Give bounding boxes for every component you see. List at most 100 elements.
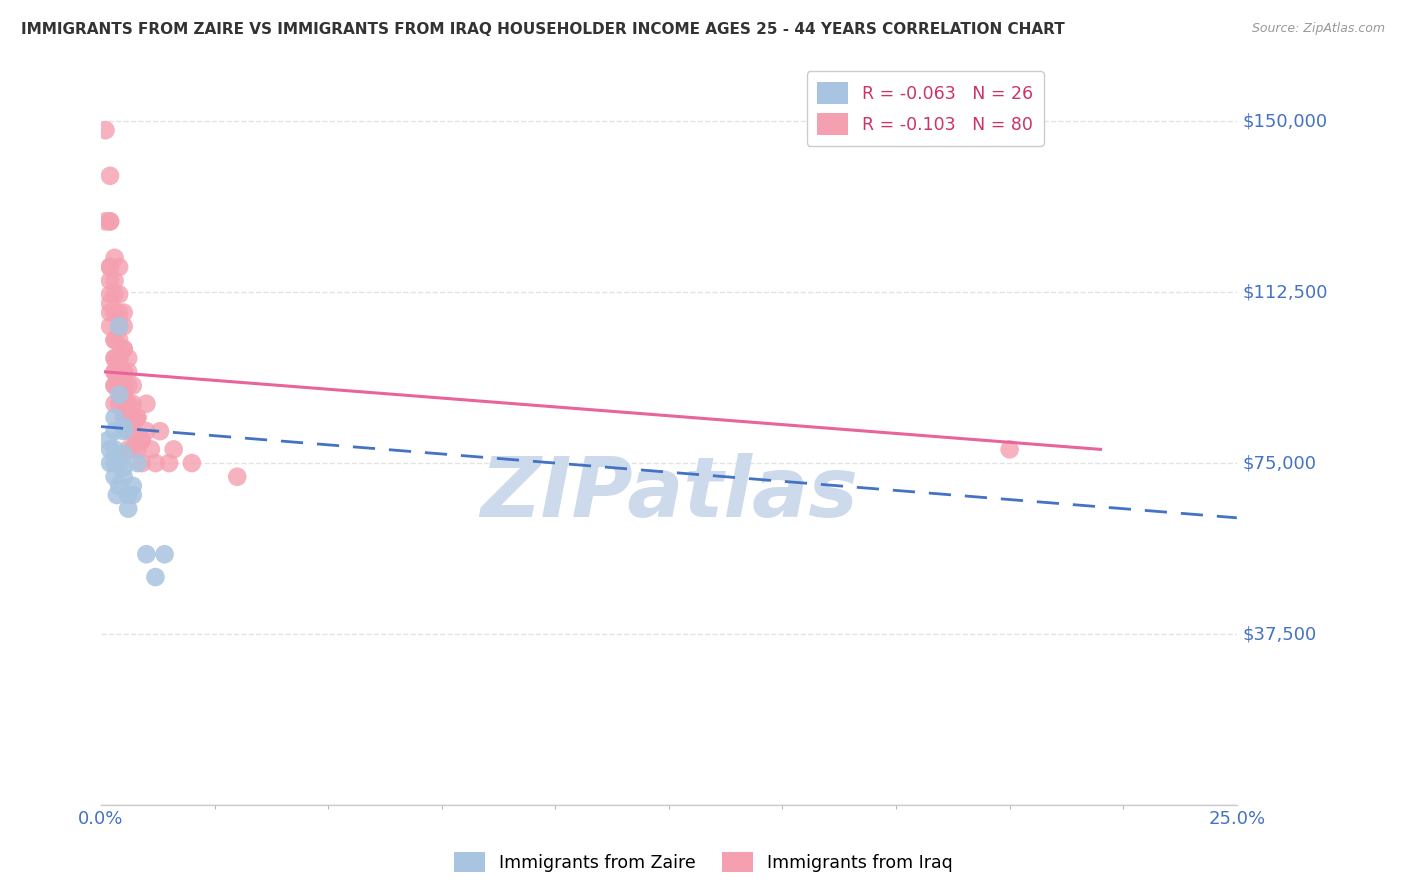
Point — [131, 434, 153, 448]
Point — [112, 378, 135, 392]
Point — [108, 365, 131, 379]
Point — [121, 410, 143, 425]
Point — [157, 456, 180, 470]
Point — [108, 365, 131, 379]
Point — [108, 333, 131, 347]
Point — [127, 410, 149, 425]
Point — [103, 456, 125, 470]
Point — [98, 319, 121, 334]
Text: ZIPatlas: ZIPatlas — [479, 453, 858, 534]
Point — [121, 378, 143, 392]
Point — [112, 387, 135, 401]
Point — [180, 456, 202, 470]
Point — [135, 397, 157, 411]
Point — [108, 387, 131, 401]
Point — [112, 469, 135, 483]
Point — [108, 260, 131, 274]
Point — [103, 410, 125, 425]
Point — [97, 434, 120, 448]
Point — [103, 274, 125, 288]
Point — [121, 442, 143, 457]
Point — [98, 442, 121, 457]
Point — [112, 410, 135, 425]
Point — [127, 442, 149, 457]
Text: $150,000: $150,000 — [1243, 112, 1327, 130]
Point — [153, 547, 176, 561]
Point — [117, 351, 139, 366]
Legend: R = -0.063   N = 26, R = -0.103   N = 80: R = -0.063 N = 26, R = -0.103 N = 80 — [807, 71, 1043, 145]
Point — [103, 469, 125, 483]
Text: $37,500: $37,500 — [1243, 625, 1316, 643]
Point — [98, 169, 121, 183]
Point — [112, 460, 135, 475]
Point — [98, 296, 121, 310]
Point — [108, 319, 131, 334]
Point — [108, 351, 131, 366]
Point — [103, 442, 125, 457]
Point — [163, 442, 186, 457]
Point — [121, 488, 143, 502]
Point — [103, 378, 125, 392]
Point — [98, 260, 121, 274]
Point — [121, 424, 143, 438]
Point — [117, 424, 139, 438]
Point — [127, 456, 149, 470]
Point — [117, 488, 139, 502]
Point — [98, 260, 121, 274]
Text: $75,000: $75,000 — [1243, 454, 1316, 472]
Point — [112, 397, 135, 411]
Point — [117, 410, 139, 425]
Point — [139, 442, 162, 457]
Point — [112, 424, 135, 438]
Point — [112, 365, 135, 379]
Text: $112,500: $112,500 — [1243, 283, 1327, 301]
Point — [108, 378, 131, 392]
Point — [108, 479, 131, 493]
Point — [108, 456, 131, 470]
Point — [117, 442, 139, 457]
Point — [98, 287, 121, 301]
Point — [103, 365, 125, 379]
Point — [131, 434, 153, 448]
Point — [121, 397, 143, 411]
Text: IMMIGRANTS FROM ZAIRE VS IMMIGRANTS FROM IRAQ HOUSEHOLDER INCOME AGES 25 - 44 YE: IMMIGRANTS FROM ZAIRE VS IMMIGRANTS FROM… — [21, 22, 1064, 37]
Point — [103, 351, 125, 366]
Point — [145, 570, 167, 584]
Point — [98, 305, 121, 319]
Point — [94, 123, 117, 137]
Point — [117, 501, 139, 516]
Point — [94, 214, 117, 228]
Point — [98, 274, 121, 288]
Point — [98, 214, 121, 228]
Point — [112, 319, 135, 334]
Point — [112, 387, 135, 401]
Point — [103, 378, 125, 392]
Point — [998, 442, 1021, 457]
Point — [121, 424, 143, 438]
Point — [145, 456, 167, 470]
Text: Source: ZipAtlas.com: Source: ZipAtlas.com — [1251, 22, 1385, 36]
Point — [108, 397, 131, 411]
Point — [135, 424, 157, 438]
Point — [103, 397, 125, 411]
Point — [135, 547, 157, 561]
Point — [108, 351, 131, 366]
Point — [112, 419, 135, 434]
Point — [108, 305, 131, 319]
Point — [98, 456, 121, 470]
Point — [103, 333, 125, 347]
Point — [112, 410, 135, 425]
Point — [127, 434, 149, 448]
Point — [149, 424, 172, 438]
Point — [112, 342, 135, 356]
Point — [127, 410, 149, 425]
Point — [103, 365, 125, 379]
Point — [108, 319, 131, 334]
Point — [112, 447, 135, 461]
Point — [131, 456, 153, 470]
Point — [226, 469, 249, 483]
Point — [117, 365, 139, 379]
Point — [103, 251, 125, 265]
Point — [105, 488, 128, 502]
Point — [103, 305, 125, 319]
